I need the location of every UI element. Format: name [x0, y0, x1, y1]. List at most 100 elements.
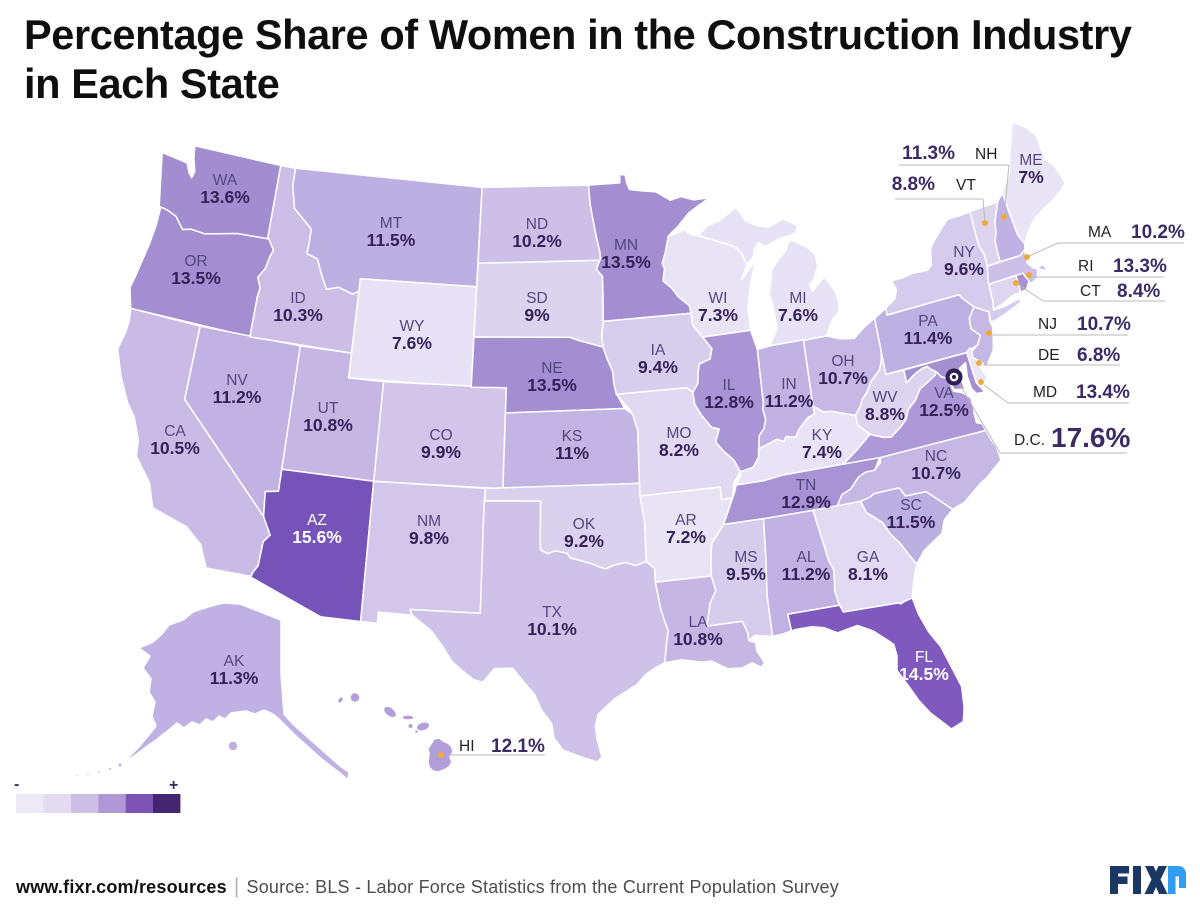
svg-text:NH: NH	[975, 146, 997, 163]
svg-text:NE: NE	[541, 360, 563, 377]
svg-text:8.8%: 8.8%	[892, 174, 935, 195]
svg-text:WV: WV	[873, 389, 899, 406]
svg-text:10.3%: 10.3%	[273, 305, 323, 325]
svg-text:IL: IL	[723, 377, 736, 394]
svg-text:ID: ID	[290, 290, 306, 307]
svg-text:IN: IN	[781, 376, 797, 393]
svg-text:13.6%: 13.6%	[200, 187, 250, 207]
svg-text:MA: MA	[1088, 224, 1112, 241]
svg-text:13.5%: 13.5%	[171, 268, 221, 288]
svg-text:10.7%: 10.7%	[1077, 314, 1131, 335]
svg-text:11%: 11%	[555, 443, 589, 463]
svg-text:CO: CO	[429, 427, 452, 444]
svg-text:13.5%: 13.5%	[601, 252, 651, 272]
svg-text:GA: GA	[857, 549, 880, 566]
svg-text:7.6%: 7.6%	[778, 305, 818, 325]
svg-text:NY: NY	[953, 244, 975, 261]
svg-text:CT: CT	[1080, 283, 1101, 300]
svg-text:D.C.: D.C.	[1014, 432, 1045, 449]
svg-text:LA: LA	[689, 614, 709, 631]
svg-text:9.4%: 9.4%	[638, 357, 678, 377]
svg-text:11.5%: 11.5%	[887, 512, 936, 532]
svg-text:10.7%: 10.7%	[911, 463, 961, 483]
svg-text:KS: KS	[562, 428, 583, 445]
svg-text:7.4%: 7.4%	[802, 442, 842, 462]
svg-text:8.2%: 8.2%	[659, 440, 699, 460]
svg-text:13.4%: 13.4%	[1076, 382, 1130, 403]
svg-text:7.3%: 7.3%	[698, 305, 738, 325]
svg-text:NC: NC	[925, 448, 947, 465]
svg-text:AK: AK	[224, 653, 245, 670]
svg-text:ND: ND	[526, 216, 548, 233]
svg-text:AL: AL	[797, 549, 816, 566]
svg-text:9.2%: 9.2%	[564, 531, 604, 551]
svg-text:11.3%: 11.3%	[210, 668, 259, 688]
svg-text:10.2%: 10.2%	[1131, 222, 1185, 243]
svg-text:OK: OK	[573, 516, 596, 533]
svg-text:MT: MT	[380, 215, 403, 232]
svg-text:8.8%: 8.8%	[865, 404, 905, 424]
svg-text:8.1%: 8.1%	[848, 564, 888, 584]
svg-text:13.3%: 13.3%	[1113, 256, 1167, 277]
svg-text:WA: WA	[213, 172, 238, 189]
svg-text:SC: SC	[900, 497, 922, 514]
svg-text:NM: NM	[417, 513, 441, 530]
svg-text:12.5%: 12.5%	[919, 400, 969, 420]
svg-text:11.2%: 11.2%	[213, 387, 262, 407]
svg-text:8.4%: 8.4%	[1117, 281, 1160, 302]
svg-text:17.6%: 17.6%	[1051, 422, 1130, 453]
svg-text:TX: TX	[542, 604, 562, 621]
svg-text:NV: NV	[226, 372, 248, 389]
svg-text:9.5%: 9.5%	[726, 564, 766, 584]
svg-text:14.5%: 14.5%	[899, 664, 949, 684]
svg-text:11.4%: 11.4%	[904, 328, 953, 348]
svg-text:12.9%: 12.9%	[781, 492, 831, 512]
svg-text:ME: ME	[1019, 152, 1042, 169]
svg-text:WY: WY	[400, 318, 425, 335]
svg-text:11.2%: 11.2%	[765, 391, 814, 411]
svg-text:AZ: AZ	[307, 512, 327, 529]
svg-text:11.2%: 11.2%	[782, 564, 831, 584]
svg-text:PA: PA	[918, 313, 938, 330]
svg-text:WI: WI	[709, 290, 728, 307]
svg-text:7%: 7%	[1018, 167, 1044, 187]
svg-text:9.8%: 9.8%	[409, 528, 449, 548]
svg-text:IA: IA	[651, 342, 666, 359]
svg-text:MI: MI	[789, 290, 806, 307]
svg-text:11.5%: 11.5%	[367, 230, 416, 250]
svg-text:+: +	[169, 777, 178, 794]
svg-text:9.9%: 9.9%	[421, 442, 461, 462]
svg-text:10.2%: 10.2%	[512, 231, 562, 251]
svg-text:10.7%: 10.7%	[818, 368, 868, 388]
svg-text:12.8%: 12.8%	[704, 392, 754, 412]
svg-text:KY: KY	[812, 427, 833, 444]
svg-text:DE: DE	[1038, 347, 1060, 364]
svg-text:FL: FL	[915, 649, 933, 666]
svg-text:OR: OR	[184, 253, 207, 270]
svg-text:10.8%: 10.8%	[673, 629, 723, 649]
svg-text:UT: UT	[318, 400, 339, 417]
svg-text:MD: MD	[1033, 384, 1057, 401]
svg-text:TN: TN	[796, 477, 817, 494]
svg-text:CA: CA	[164, 423, 186, 440]
svg-text:10.8%: 10.8%	[303, 415, 353, 435]
svg-text:7.6%: 7.6%	[392, 333, 432, 353]
svg-text:10.5%: 10.5%	[150, 438, 200, 458]
svg-text:10.1%: 10.1%	[527, 619, 577, 639]
svg-text:NJ: NJ	[1038, 316, 1057, 333]
svg-text:6.8%: 6.8%	[1077, 345, 1120, 366]
svg-text:RI: RI	[1078, 258, 1094, 275]
svg-text:SD: SD	[526, 290, 548, 307]
svg-text:13.5%: 13.5%	[527, 375, 577, 395]
svg-text:12.1%: 12.1%	[491, 736, 545, 757]
svg-text:MO: MO	[667, 425, 692, 442]
svg-text:VT: VT	[956, 177, 976, 194]
svg-text:AR: AR	[675, 512, 697, 529]
svg-text:11.3%: 11.3%	[902, 143, 955, 164]
svg-text:7.2%: 7.2%	[666, 527, 706, 547]
svg-text:9.6%: 9.6%	[944, 259, 984, 279]
svg-text:VA: VA	[934, 385, 954, 402]
svg-text:9%: 9%	[524, 305, 550, 325]
svg-text:OH: OH	[831, 353, 854, 370]
svg-text:-: -	[14, 776, 19, 793]
